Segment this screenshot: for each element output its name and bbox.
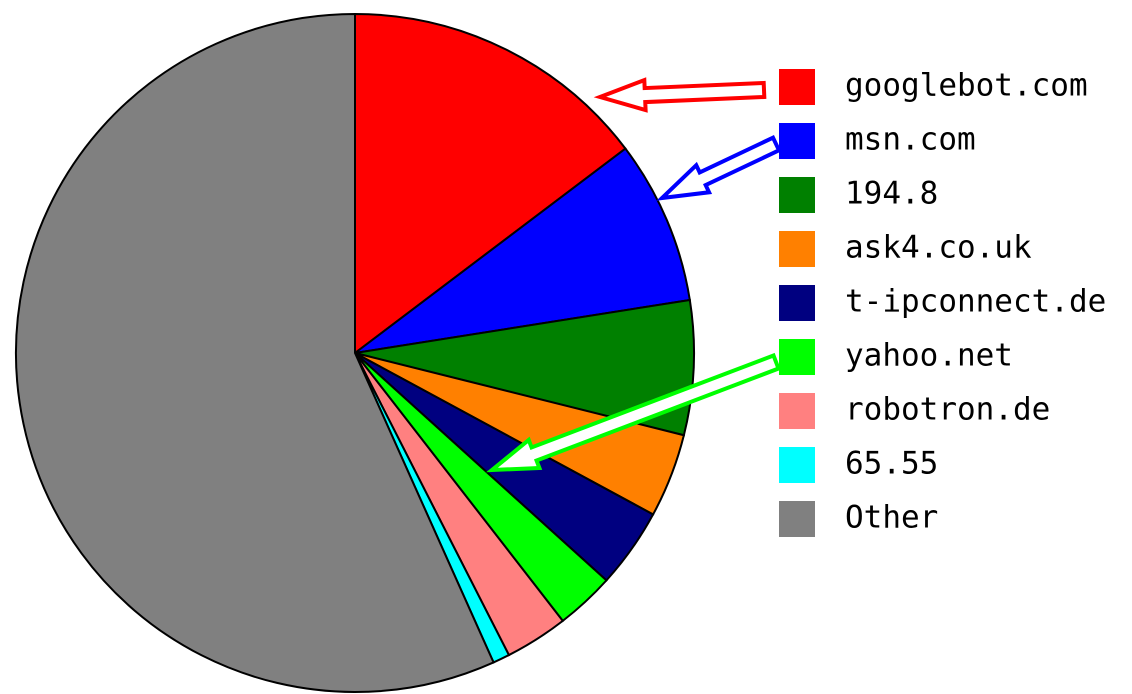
legend-label: 194.8 (845, 176, 938, 212)
arrows (486, 77, 782, 473)
legend-label: ask4.co.uk (845, 230, 1032, 266)
legend-swatch (779, 393, 815, 429)
legend-label: googlebot.com (845, 68, 1088, 104)
legend-swatch (779, 339, 815, 375)
legend-swatch (779, 447, 815, 483)
arrow (593, 77, 767, 113)
legend-swatch (779, 69, 815, 105)
pie (15, 12, 695, 693)
legend: googlebot.com msn.com 194.8 ask4.co.uk t-ipc… (779, 68, 1106, 537)
legend-swatch (779, 285, 815, 321)
legend-label: yahoo.net (845, 338, 1013, 374)
legend-label: t-ipconnect.de (845, 284, 1106, 320)
pie-slice (354, 298, 695, 437)
legend-swatch (779, 177, 815, 213)
legend-label: robotron.de (845, 392, 1050, 428)
legend-label: Other (845, 500, 938, 536)
legend-swatch (779, 123, 815, 159)
pie-slice (354, 147, 691, 354)
arrow (656, 135, 782, 201)
legend-swatch (779, 231, 815, 267)
arrow (486, 352, 782, 473)
pie-slice (354, 12, 627, 356)
pie-slice (15, 12, 495, 693)
legend-label: msn.com (845, 122, 976, 158)
legend-swatch (779, 501, 815, 537)
legend-label: 65.55 (845, 446, 938, 482)
